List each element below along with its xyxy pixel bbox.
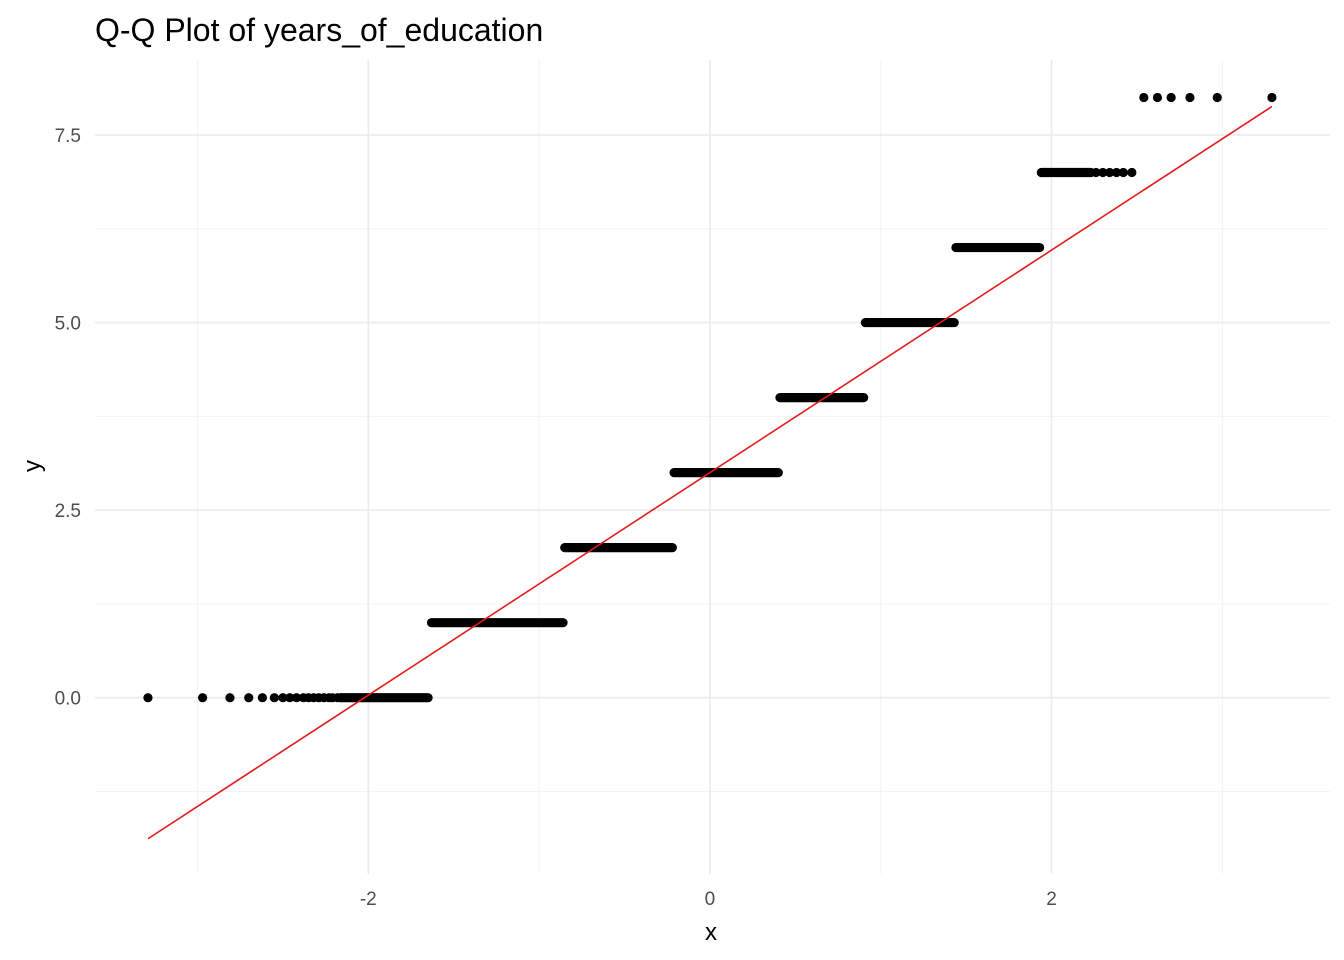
data-point (198, 693, 208, 703)
x-axis-title: x (705, 919, 717, 946)
data-point (1118, 167, 1128, 178)
data-point (1091, 167, 1101, 178)
data-point (1212, 92, 1222, 103)
data-point (225, 693, 235, 703)
data-point (285, 693, 295, 703)
data-point (244, 693, 254, 703)
data-point (1152, 92, 1163, 103)
data-point (1267, 92, 1277, 103)
y-tick-label: 2.5 (55, 501, 81, 522)
y-tick-labels: 0.0 2.5 5.0 7.5 (55, 126, 81, 710)
y-tick-label: 5.0 (55, 314, 81, 335)
x-tick-label: 0 (705, 889, 716, 910)
x-tick-label: 2 (1046, 889, 1057, 910)
data-point (1127, 167, 1137, 178)
y-tick-label: 7.5 (55, 126, 81, 147)
reference-line (147, 105, 1273, 840)
reference-line-group (147, 105, 1273, 840)
y-axis-title: y (19, 460, 46, 472)
x-tick-label: -2 (360, 889, 377, 910)
data-point (269, 693, 279, 703)
data-point (1111, 167, 1122, 178)
data-point (143, 693, 153, 703)
data-point (291, 693, 302, 703)
data-point (1185, 92, 1195, 103)
data-point (257, 693, 267, 703)
x-tick-labels: -2 0 2 (360, 889, 1057, 910)
data-point (278, 693, 288, 703)
minor-gridlines (95, 60, 1330, 874)
chart-title: Q-Q Plot of years_of_education (95, 12, 543, 48)
data-point (1098, 167, 1108, 178)
data-point (1166, 92, 1176, 103)
data-point (336, 693, 346, 703)
data-point (1105, 167, 1115, 178)
data-points (143, 92, 1277, 703)
data-point (1139, 92, 1149, 103)
y-tick-label: 0.0 (55, 689, 81, 710)
